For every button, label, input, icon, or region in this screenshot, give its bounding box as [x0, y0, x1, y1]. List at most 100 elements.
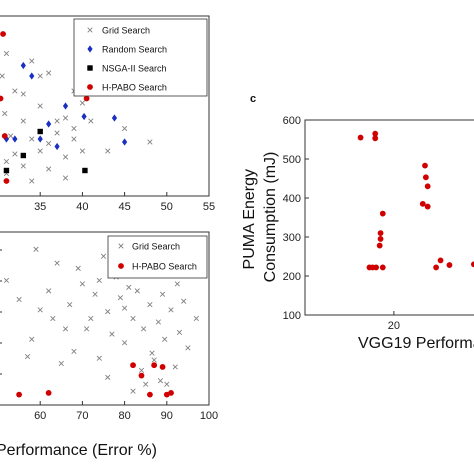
- legend-box-bottom-left: [107, 235, 208, 279]
- legend-top-left: Grid Search Random Search NSGA-II Search H-…: [73, 18, 208, 97]
- y-tick-label: 500: [283, 154, 301, 166]
- data-point: [20, 91, 26, 97]
- data-point: [164, 381, 170, 387]
- legend-entries-bottom-left: Grid Search H-PABO Search: [118, 242, 197, 272]
- legend-label: H-PABO Search: [102, 83, 167, 93]
- data-point: [62, 154, 69, 160]
- data-point: [79, 148, 86, 154]
- x-tick-label: 55: [203, 201, 215, 213]
- data-point: [3, 277, 10, 284]
- data-point: [437, 257, 444, 264]
- data-point: [3, 158, 10, 165]
- data-point: [149, 350, 155, 356]
- x-axis-label-bottom-left: Performance (Error %): [0, 442, 157, 459]
- data-point: [138, 372, 145, 379]
- data-point: [37, 73, 43, 79]
- data-point: [168, 389, 174, 396]
- data-point: [376, 242, 383, 249]
- data-point: [16, 391, 22, 398]
- data-point: [62, 115, 69, 121]
- data-point: [88, 118, 94, 124]
- data-point: [147, 302, 153, 308]
- legend-marker: [118, 243, 124, 249]
- data-point: [174, 281, 180, 287]
- data-point: [20, 118, 26, 124]
- data-point: [37, 128, 43, 135]
- data-point: [424, 203, 431, 210]
- data-point: [121, 125, 128, 132]
- y-axis-label-line-1: PUMA Energy: [241, 169, 258, 269]
- data-point: [157, 378, 164, 384]
- data-point: [105, 308, 111, 315]
- data-point: [83, 95, 90, 102]
- data-point: [37, 307, 43, 313]
- data-point: [1, 133, 8, 139]
- data-point: [111, 114, 118, 122]
- data-point: [29, 178, 35, 184]
- data-point: [126, 284, 132, 290]
- data-point: [0, 73, 5, 79]
- data-point: [122, 138, 128, 146]
- data-point: [29, 58, 35, 64]
- data-point: [121, 305, 128, 311]
- legend-marker: [87, 27, 93, 33]
- data-point: [54, 260, 60, 266]
- data-point: [419, 200, 426, 207]
- data-point: [147, 139, 153, 145]
- data-point: [75, 265, 81, 271]
- data-point: [379, 210, 386, 217]
- data-point: [88, 315, 94, 322]
- data-point: [92, 291, 98, 297]
- data-point: [33, 246, 39, 252]
- legend-label: H-PABO Search: [132, 262, 197, 272]
- data-point: [37, 103, 43, 109]
- data-point: [24, 353, 31, 360]
- legend-label: Grid Search: [132, 242, 180, 252]
- x-tick-label: 20: [388, 320, 400, 332]
- data-point: [3, 167, 10, 174]
- data-point: [46, 70, 52, 76]
- legend-marker: [87, 45, 93, 53]
- data-point: [29, 72, 35, 80]
- data-point: [130, 362, 136, 369]
- x-axis-label-c: VGG19 Performance: [358, 335, 474, 352]
- data-point: [372, 135, 379, 142]
- x-tick-label: 45: [118, 201, 130, 213]
- data-point: [121, 340, 128, 346]
- data-point: [20, 163, 26, 169]
- data-point: [162, 336, 168, 342]
- data-point: [140, 326, 147, 332]
- data-point: [373, 264, 380, 271]
- data-point: [357, 134, 364, 141]
- data-point: [37, 148, 43, 154]
- x-tick-label: 50: [161, 201, 173, 213]
- data-point: [0, 95, 4, 102]
- legend-label: NSGA-II Search: [102, 64, 167, 74]
- data-point: [151, 357, 157, 363]
- y-tick-label: 100: [283, 310, 301, 322]
- data-point: [159, 364, 166, 370]
- data-point: [71, 125, 77, 132]
- legend-entries-top-left: Grid Search Random Search NSGA-II Search H-…: [87, 26, 167, 93]
- data-point: [185, 345, 191, 351]
- data-point: [147, 391, 153, 398]
- panel-c: c 1002003004005006002040 PUMA Energy Con…: [241, 93, 474, 352]
- data-point: [81, 112, 87, 121]
- legend-marker: [87, 65, 93, 71]
- data-point: [470, 261, 474, 268]
- x-tick-label: 90: [161, 410, 173, 422]
- legend-label: Random Search: [102, 45, 167, 55]
- x-tick-label: 40: [76, 201, 88, 213]
- plot-frame-c: [304, 119, 474, 316]
- y-tick-label: 400: [283, 193, 301, 205]
- data-point: [181, 298, 187, 304]
- data-point: [433, 264, 440, 271]
- data-point: [12, 88, 18, 94]
- data-point: [29, 336, 35, 342]
- data-point: [422, 162, 428, 169]
- data-point: [159, 291, 166, 297]
- data-point: [130, 388, 136, 394]
- data-point: [109, 331, 115, 337]
- data-point: [45, 389, 52, 396]
- data-point: [143, 381, 149, 387]
